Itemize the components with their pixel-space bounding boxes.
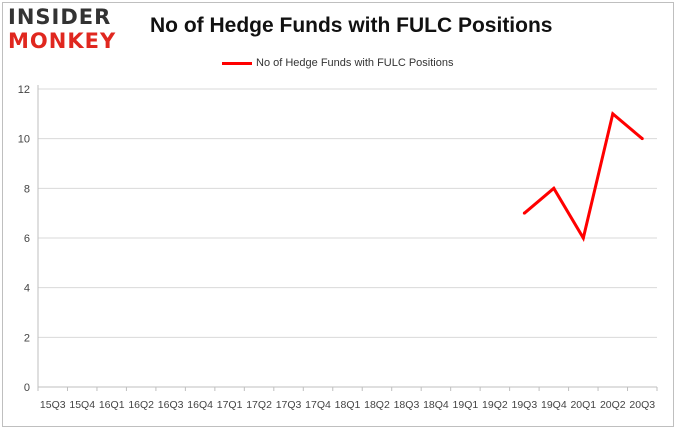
chart-title: No of Hedge Funds with FULC Positions [150, 14, 553, 37]
logo-text-monkey: MONKEY [8, 29, 117, 53]
x-tick-label-18Q3: 18Q3 [394, 399, 420, 411]
series-line-0 [523, 111, 644, 242]
x-tick-label-17Q3: 17Q3 [276, 399, 302, 411]
data-point-19Q3 [522, 211, 526, 215]
series-layer [522, 111, 644, 242]
data-point-20Q1 [581, 236, 585, 240]
x-tick-label-16Q1: 16Q1 [99, 399, 125, 411]
insider-monkey-logo: INSIDER MONKEY [8, 6, 126, 52]
legend-label: No of Hedge Funds with FULC Positions [256, 57, 454, 69]
grid-layer [38, 88, 657, 338]
x-tick-label-20Q3: 20Q3 [629, 399, 655, 411]
x-tick-label-16Q3: 16Q3 [158, 399, 184, 411]
axis-layer [37, 85, 658, 391]
x-tick-label-18Q2: 18Q2 [364, 399, 390, 411]
y-tick-label: 12 [18, 84, 30, 96]
y-tick-label: 8 [24, 183, 30, 195]
x-tick-label-15Q3: 15Q3 [40, 399, 66, 411]
logo-text-insider: INSIDER [8, 5, 112, 29]
legend-swatch [222, 61, 252, 65]
x-tick-label-20Q1: 20Q1 [570, 399, 596, 411]
x-tick-label-19Q4: 19Q4 [541, 399, 567, 411]
x-tick-label-16Q2: 16Q2 [128, 399, 154, 411]
y-tick-label: 10 [18, 134, 30, 146]
y-tick-label: 4 [24, 283, 30, 295]
chart-frame [2, 2, 674, 427]
x-tick-label-18Q1: 18Q1 [335, 399, 361, 411]
x-tick-label-20Q2: 20Q2 [600, 399, 626, 411]
data-point-20Q2 [611, 112, 615, 116]
x-tick-label-19Q2: 19Q2 [482, 399, 508, 411]
data-point-20Q3 [640, 137, 644, 141]
x-tick-label-19Q3: 19Q3 [512, 399, 538, 411]
x-tick-label-17Q1: 17Q1 [217, 399, 243, 411]
x-tick-label-16Q4: 16Q4 [187, 399, 213, 411]
x-tick-label-19Q1: 19Q1 [453, 399, 479, 411]
x-tick-label-17Q4: 17Q4 [305, 399, 331, 411]
x-tick-label-18Q4: 18Q4 [423, 399, 449, 411]
chart-legend: No of Hedge Funds with FULC Positions [222, 55, 453, 71]
x-tick-label-17Q2: 17Q2 [246, 399, 272, 411]
y-tick-label: 2 [24, 332, 30, 344]
y-tick-label: 6 [24, 233, 30, 245]
data-point-19Q4 [552, 186, 556, 190]
x-tick-label-15Q4: 15Q4 [69, 399, 95, 411]
y-tick-label: 0 [24, 382, 30, 394]
